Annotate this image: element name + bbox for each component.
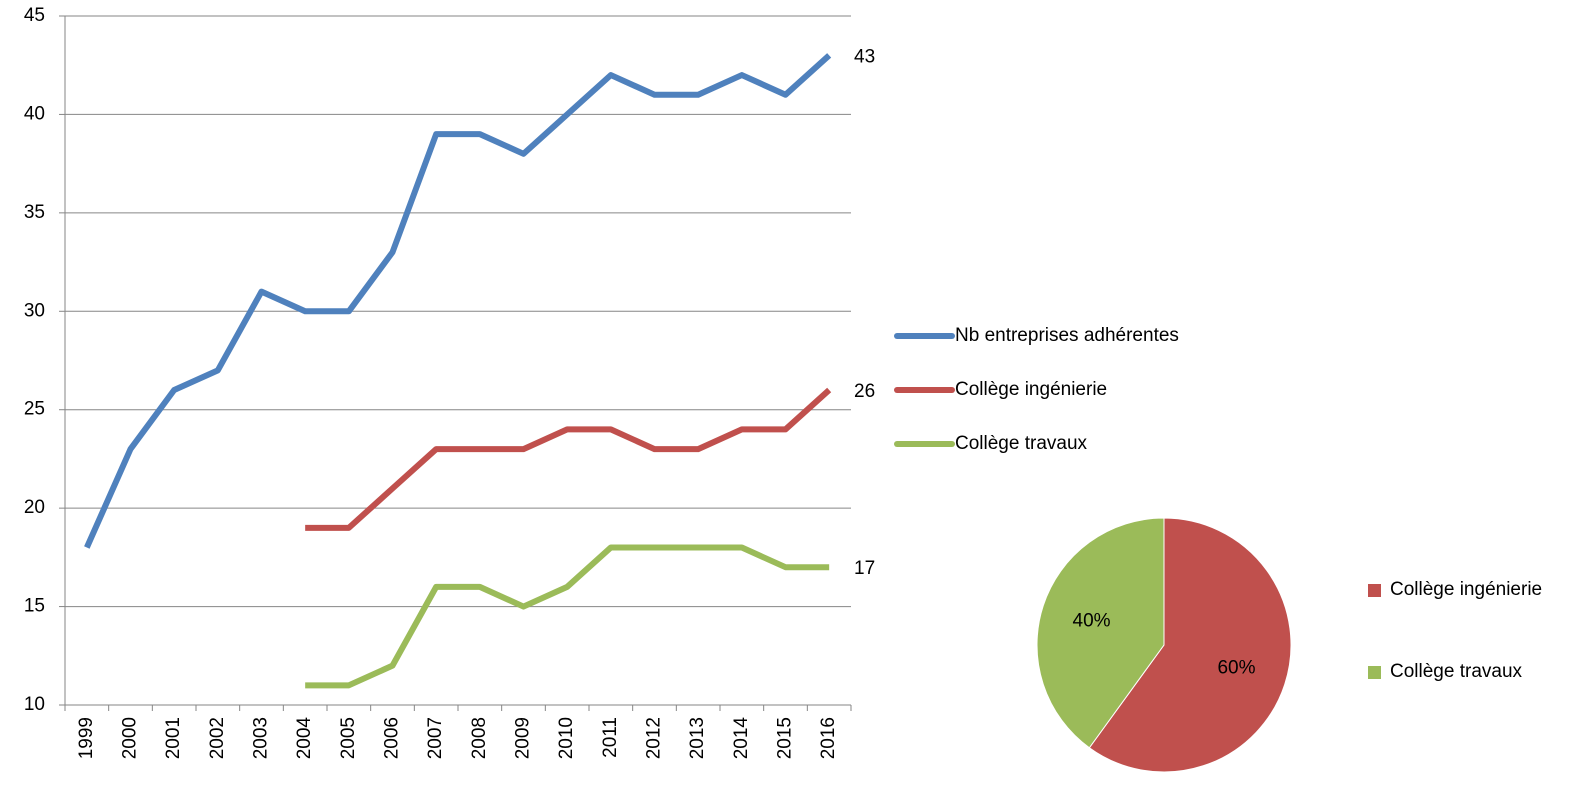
x-tick-label: 2010 [556, 717, 577, 759]
y-tick-label: 30 [24, 300, 45, 321]
x-tick-label: 2000 [120, 717, 141, 759]
series-line [305, 544, 830, 689]
data-label: 43 [854, 46, 875, 67]
y-tick-label: 20 [24, 497, 45, 518]
x-tick-label: 2016 [818, 717, 839, 759]
series-line [305, 387, 832, 531]
x-tick-label: 2009 [513, 717, 534, 759]
legend-label: Nb entreprises adhérentes [955, 325, 1179, 346]
data-label: 60% [1217, 658, 1255, 679]
x-tick-label: 2002 [207, 717, 228, 759]
x-tick-label: 2015 [775, 717, 796, 759]
x-tick-label: 2014 [731, 717, 752, 760]
x-tick-label: 2005 [338, 717, 359, 759]
pie-slice [1088, 517, 1292, 773]
y-tick-label: 10 [24, 694, 45, 715]
legend-label: Collège travaux [1390, 661, 1523, 682]
pie-slice [1036, 517, 1165, 749]
y-tick-label: 40 [24, 103, 45, 124]
y-tick-label: 35 [24, 202, 45, 223]
legend-swatch [1368, 584, 1381, 597]
legend-item: Collège ingénierie [1368, 574, 1550, 605]
data-label: 26 [854, 381, 875, 402]
x-tick-label: 2001 [163, 717, 184, 759]
legend-item: Collège travaux [1368, 656, 1550, 687]
data-label: 17 [854, 558, 875, 579]
x-tick-label: 2003 [251, 717, 272, 759]
legend-swatch [1368, 666, 1381, 679]
legend-label: Collège ingénierie [1390, 579, 1543, 600]
x-tick-label: 2011 [600, 717, 621, 758]
x-tick-label: 2007 [425, 717, 446, 759]
x-tick-label: 1999 [76, 717, 97, 759]
y-tick-label: 25 [24, 399, 45, 420]
legend-label: Collège ingénierie [955, 379, 1107, 400]
x-tick-label: 2013 [687, 717, 708, 759]
data-label: 40% [1073, 610, 1111, 631]
series-line [84, 53, 832, 549]
x-tick-label: 2004 [294, 717, 315, 760]
x-tick-label: 2008 [469, 717, 490, 759]
x-tick-label: 2006 [382, 717, 403, 759]
y-tick-label: 15 [24, 596, 45, 617]
x-tick-label: 2012 [644, 717, 665, 759]
legend-label: Collège travaux [955, 433, 1088, 454]
y-tick-label: 45 [24, 5, 45, 26]
